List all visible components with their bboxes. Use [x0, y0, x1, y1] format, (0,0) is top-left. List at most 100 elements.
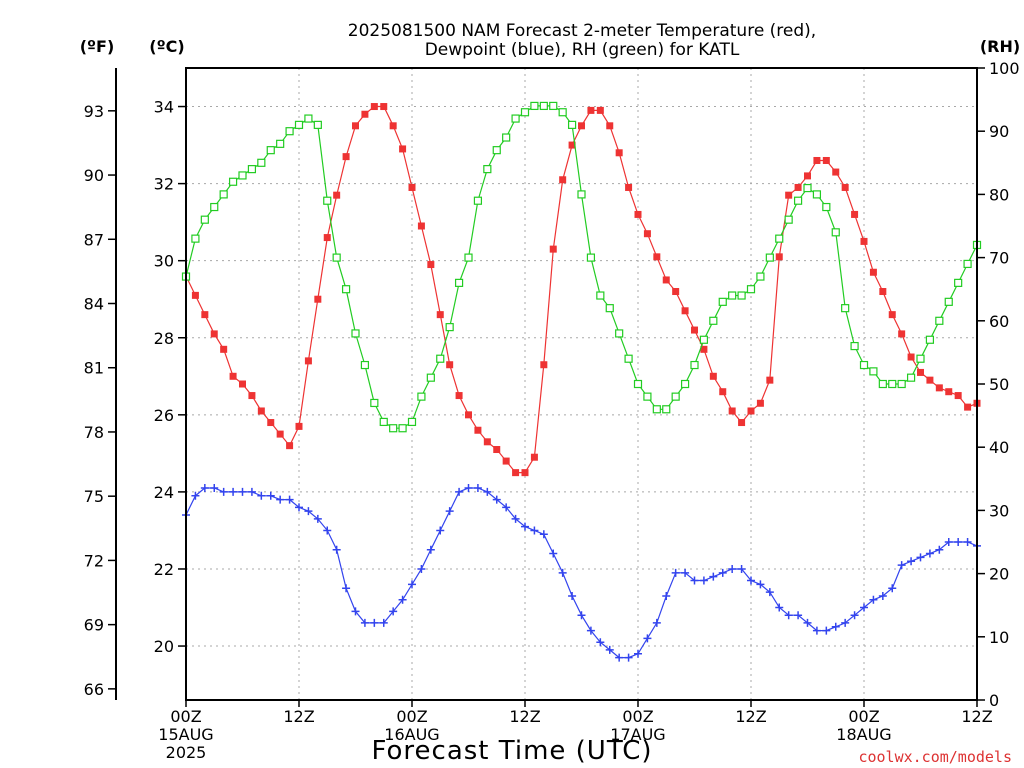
temperature-point [248, 392, 256, 400]
temperature-point [907, 353, 915, 361]
temperature-point [493, 446, 501, 454]
rh-point [502, 133, 511, 142]
temperature-point [549, 245, 557, 253]
celsius-unit-label: (ºC) [149, 37, 184, 56]
dewpoint-point [888, 584, 897, 593]
dewpoint-point [605, 645, 614, 654]
dewpoint-point [925, 549, 934, 558]
temperature-point [436, 311, 444, 319]
rh-point [539, 101, 548, 111]
dewpoint-point [539, 530, 548, 539]
rh-point [784, 215, 793, 224]
fahrenheit-tick-label: 87 [84, 230, 104, 249]
rh-point [746, 285, 756, 294]
rh-tick-label: 10 [989, 628, 1009, 647]
x-axis-label: Forecast Time (UTC) [371, 736, 652, 766]
rh-tick-label: 90 [989, 122, 1009, 141]
dewpoint-point [332, 545, 341, 554]
temperature-point [578, 122, 585, 130]
rh-point [888, 379, 897, 389]
x-tick-label: 12Z [283, 707, 314, 726]
temperature-point [286, 442, 294, 450]
rh-tick-label: 40 [989, 438, 1009, 457]
rh-point [699, 335, 709, 344]
rh-tick-label: 50 [989, 375, 1009, 394]
dewpoint-point [445, 507, 454, 516]
dewpoint-point [473, 484, 482, 493]
rh-unit-label: (RH) [980, 37, 1020, 56]
rh-point [906, 373, 916, 382]
temperature-point [389, 122, 397, 130]
rh-point [360, 360, 370, 370]
dewpoint-point [643, 634, 652, 643]
dewpoint-point [765, 588, 774, 597]
rh-point [831, 228, 840, 237]
fahrenheit-tick-label: 90 [84, 166, 104, 185]
rh-point [210, 202, 219, 212]
rh-point [954, 278, 963, 287]
temperature-point [794, 183, 802, 191]
rh-point [728, 291, 737, 300]
dewpoint-point [370, 618, 379, 627]
rh-point [549, 101, 558, 111]
rh-point [266, 146, 275, 155]
temperature-point [841, 183, 849, 191]
dewpoint-point [323, 526, 332, 535]
temperature-point [738, 419, 746, 427]
rh-point [756, 272, 765, 281]
dewpoint-point [841, 618, 850, 627]
dewpoint-point [342, 584, 351, 593]
rh-point [680, 379, 690, 389]
celsius-tick-label: 30 [154, 252, 174, 271]
temperature-point [832, 168, 840, 176]
temperature-point [417, 222, 425, 230]
y-axes: 66 69 72 75 78 81 84 87 90 93 20 22 24 26 28 30 32 34 0 10 2… [84, 59, 1020, 710]
dewpoint-point [379, 618, 388, 627]
rh-point [436, 354, 445, 363]
rh-point [473, 196, 483, 205]
temperature-point [700, 345, 708, 353]
temperature-point [399, 145, 407, 153]
dewpoint-point [756, 580, 765, 589]
dewpoint-point [464, 484, 473, 493]
x-tick-label: 12Z [735, 707, 766, 726]
temperature-point [935, 384, 943, 392]
temperature-point [917, 368, 924, 376]
temperature-point [775, 253, 783, 261]
temperature-point [427, 261, 435, 269]
fahrenheit-tick-label: 75 [84, 487, 104, 506]
temperature-point [276, 430, 284, 438]
dewpoint-point [878, 591, 887, 600]
fahrenheit-unit-label: (ºF) [80, 37, 115, 56]
celsius-tick-label: 34 [154, 98, 174, 117]
temperature-point [370, 103, 378, 111]
x-tick-label: 15AUG [158, 725, 213, 744]
temperature-point [954, 392, 962, 400]
dewpoint-point [257, 491, 266, 500]
dewpoint-point [634, 649, 642, 658]
rh-point [323, 196, 332, 205]
series-line-temperature [185, 105, 978, 474]
rh-point [370, 398, 379, 408]
rh-tick-label: 60 [989, 312, 1009, 331]
temperature-point [267, 419, 275, 427]
rh-point [238, 171, 247, 180]
rh-point [793, 196, 803, 205]
fahrenheit-tick-label: 81 [84, 359, 104, 378]
rh-point [389, 424, 398, 433]
dewpoint-point [210, 484, 219, 493]
dewpoint-point [521, 522, 529, 531]
temperature-point [766, 376, 774, 384]
temperature-point [333, 191, 341, 199]
dewpoint-point [822, 626, 831, 635]
credit-label: coolwx.com/models [858, 748, 1012, 766]
series-line-rh [185, 105, 978, 429]
temperature-point [239, 380, 246, 388]
dewpoint-point [238, 487, 247, 496]
rh-point [775, 234, 784, 243]
dewpoint-point [747, 576, 755, 585]
rh-point [341, 285, 351, 294]
rh-point [596, 291, 605, 300]
temperature-point [380, 103, 388, 111]
dewpoint-point [699, 576, 708, 585]
